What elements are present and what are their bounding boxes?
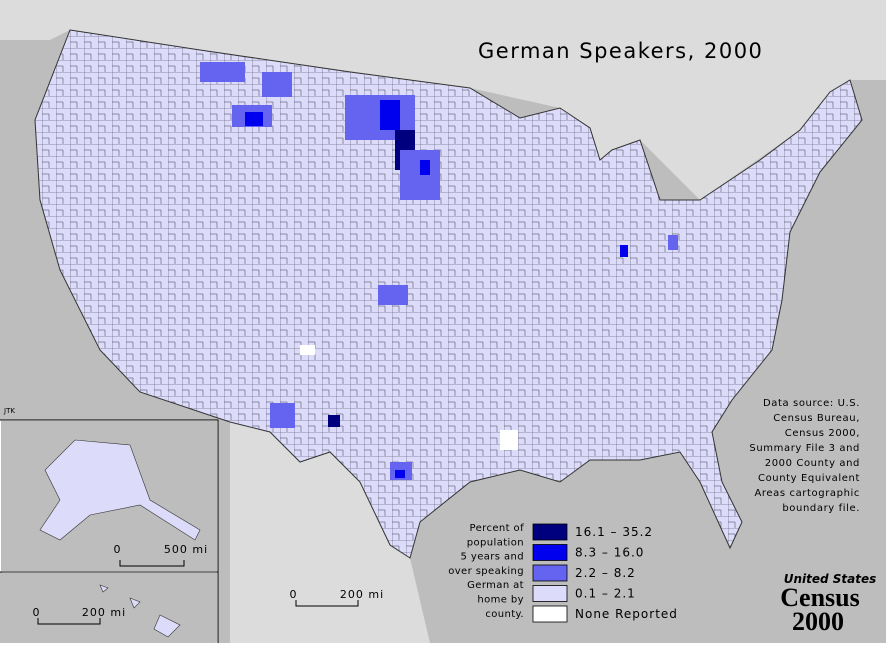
- scale-zero: 0: [114, 543, 121, 556]
- logo-line: 2000: [792, 607, 844, 636]
- legend-heading: German at: [467, 580, 524, 591]
- scale-zero: 0: [33, 606, 40, 619]
- legend-label: 2.2 – 8.2: [575, 566, 636, 580]
- legend-heading: population: [467, 537, 524, 548]
- legend: Percent of population 5 years and over spea…: [448, 523, 678, 623]
- legend-label: 0.1 – 2.1: [575, 587, 636, 601]
- source-line: Census Bureau,: [773, 413, 860, 424]
- logo-line: United States: [784, 572, 877, 586]
- legend-swatch: [532, 605, 568, 623]
- legend-heading: county.: [485, 609, 524, 620]
- source-line: boundary file.: [782, 503, 860, 514]
- legend-swatch: [532, 585, 568, 602]
- alaska: [39, 439, 201, 541]
- hawaii: [99, 584, 181, 638]
- legend-heading: over speaking: [448, 566, 524, 577]
- source-line: Summary File 3 and: [749, 443, 860, 454]
- data-source: Data source: U.S. Census Bureau, Census 20…: [749, 398, 860, 514]
- source-line: 2000 County and: [765, 458, 860, 469]
- legend-heading: home by: [477, 595, 524, 606]
- credit: JTK: [3, 407, 15, 415]
- scale-zero: 0: [290, 588, 297, 601]
- legend-label: 16.1 – 35.2: [575, 525, 653, 539]
- mexico: [230, 422, 430, 643]
- legend-swatch: [532, 523, 568, 541]
- scale-bars: 0 500 mi 0 200 mi 0 200 mi: [33, 543, 384, 625]
- legend-heading: 5 years and: [461, 552, 524, 563]
- logo-line: Census: [780, 583, 859, 612]
- source-line: County Equivalent: [758, 473, 860, 484]
- hawaii-water: [1, 573, 217, 642]
- scale-label: 200 mi: [340, 588, 384, 601]
- canada: [0, 0, 886, 200]
- legend-label: None Reported: [575, 607, 678, 621]
- scale-label: 200 mi: [82, 606, 126, 619]
- legend-swatch: [532, 544, 568, 561]
- title: German Speakers, 2000: [478, 39, 763, 63]
- source-line: Areas cartographic: [754, 488, 860, 499]
- legend-swatch: [532, 564, 568, 582]
- source-line: Census 2000,: [785, 428, 860, 439]
- legend-label: 8.3 – 16.0: [575, 546, 644, 560]
- scale-label: 500 mi: [164, 543, 208, 556]
- source-line: Data source: U.S.: [763, 398, 860, 409]
- legend-heading: Percent of: [470, 523, 525, 534]
